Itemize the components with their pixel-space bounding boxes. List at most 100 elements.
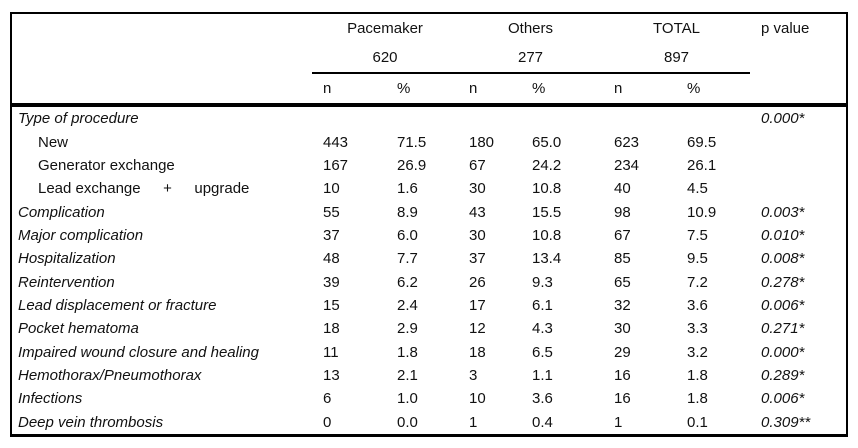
cell-pct-total: 4.5 (687, 180, 708, 198)
cell-pct-others: 9.3 (532, 273, 553, 291)
cell-n-total: 29 (614, 343, 631, 361)
table-row: Type of procedure 0.000* (12, 107, 846, 130)
p-value-header: p value (761, 19, 810, 37)
cell-n-others: 67 (469, 156, 486, 174)
cell-pct-total: 3.3 (687, 320, 708, 338)
cell-pct-total: 3.6 (687, 296, 708, 314)
cell-n-others: 30 (469, 226, 486, 244)
cell-p-value: 0.006* (761, 296, 805, 314)
cell-n-total: 32 (614, 296, 631, 314)
cell-pct-pacemaker: 2.1 (397, 366, 418, 384)
cell-n-pacemaker: 48 (323, 250, 340, 268)
table-row: Pocket hematoma 18 2.9 12 4.3 30 3.3 0.2… (12, 317, 846, 340)
cell-pct-total: 69.5 (687, 133, 717, 151)
cell-p-value: 0.010* (761, 226, 805, 244)
row-label: Reintervention (18, 273, 115, 291)
cell-n-pacemaker: 10 (323, 180, 340, 198)
cell-p-value: 0.271* (761, 320, 805, 338)
comparison-table: Pacemaker Others TOTAL p value 620 277 8… (10, 12, 848, 437)
cell-pct-total: 3.2 (687, 343, 708, 361)
cell-pct-total: 7.2 (687, 273, 708, 291)
cell-pct-pacemaker: 1.8 (397, 343, 418, 361)
cell-pct-pacemaker: 2.4 (397, 296, 418, 314)
table-row: Lead displacement or fracture 15 2.4 17 … (12, 294, 846, 317)
row-label: Hospitalization (18, 250, 116, 268)
table-header: Pacemaker Others TOTAL p value 620 277 8… (12, 14, 846, 107)
table-row: Reintervention 39 6.2 26 9.3 65 7.2 0.27… (12, 270, 846, 293)
cell-n-others: 26 (469, 273, 486, 291)
cell-n-pacemaker: 11 (323, 343, 339, 361)
cell-pct-others: 15.5 (532, 203, 562, 221)
cell-n-total: 85 (614, 250, 631, 268)
table-row: Lead exchange + upgrade 10 1.6 30 10.8 4… (12, 177, 846, 200)
row-label: Major complication (18, 226, 144, 244)
subheader-n-pacemaker: n (323, 80, 332, 97)
row-label: Complication (18, 203, 105, 221)
table-row: Impaired wound closure and healing 11 1.… (12, 340, 846, 363)
cell-pct-others: 24.2 (532, 156, 562, 174)
row-label: Type of procedure (18, 110, 139, 128)
cell-pct-total: 1.8 (687, 366, 708, 384)
group-header-underline (312, 72, 750, 74)
row-label: Lead displacement or fracture (18, 296, 217, 314)
cell-pct-pacemaker: 1.0 (397, 390, 418, 408)
row-label: Infections (18, 390, 83, 408)
row-label: Lead exchange + upgrade (38, 180, 250, 198)
group-header-total: TOTAL (653, 19, 700, 37)
cell-n-others: 12 (469, 320, 486, 338)
cell-n-pacemaker: 15 (323, 296, 340, 314)
cell-n-others: 43 (469, 203, 486, 221)
table-row: New 443 71.5 180 65.0 623 69.5 (12, 130, 846, 153)
cell-pct-total: 10.9 (687, 203, 717, 221)
cell-pct-others: 65.0 (532, 133, 562, 151)
cell-n-total: 65 (614, 273, 631, 291)
cell-p-value: 0.008* (761, 250, 805, 268)
cell-n-others: 17 (469, 296, 486, 314)
cell-n-total: 623 (614, 133, 640, 151)
table-row: Complication 55 8.9 43 15.5 98 10.9 0.00… (12, 200, 846, 223)
cell-pct-others: 4.3 (532, 320, 553, 338)
cell-pct-total: 9.5 (687, 250, 708, 268)
group-header-pacemaker: Pacemaker (347, 19, 423, 37)
row-label: Hemothorax/Pneumothorax (18, 366, 202, 384)
cell-pct-pacemaker: 0.0 (397, 413, 418, 431)
cell-p-value: 0.278* (761, 273, 805, 291)
cell-pct-total: 0.1 (687, 413, 708, 431)
cell-n-total: 98 (614, 203, 631, 221)
row-label: Deep vein thrombosis (18, 413, 164, 431)
cell-n-others: 3 (469, 366, 478, 384)
cell-n-others: 18 (469, 343, 486, 361)
cell-pct-others: 6.1 (532, 296, 553, 314)
cell-pct-others: 1.1 (532, 366, 553, 384)
cell-pct-others: 10.8 (532, 226, 562, 244)
cell-pct-pacemaker: 7.7 (397, 250, 418, 268)
cell-p-value: 0.309** (761, 413, 811, 431)
cell-n-others: 10 (469, 390, 486, 408)
cell-p-value: 0.003* (761, 203, 805, 221)
subheader-n-others: n (469, 80, 478, 97)
row-label: Generator exchange (38, 156, 175, 174)
row-label: Pocket hematoma (18, 320, 139, 338)
cell-p-value: 0.289* (761, 366, 805, 384)
cell-pct-pacemaker: 2.9 (397, 320, 418, 338)
cell-pct-others: 10.8 (532, 180, 562, 198)
cell-pct-pacemaker: 26.9 (397, 156, 427, 174)
table-row: Deep vein thrombosis 0 0.0 1 0.4 1 0.1 0… (12, 410, 846, 433)
cell-pct-pacemaker: 71.5 (397, 133, 427, 151)
cell-pct-others: 6.5 (532, 343, 553, 361)
cell-pct-total: 26.1 (687, 156, 717, 174)
cell-n-pacemaker: 18 (323, 320, 340, 338)
group-header-row: Pacemaker Others TOTAL p value (12, 14, 846, 42)
cell-n-pacemaker: 167 (323, 156, 349, 174)
group-count-total: 897 (663, 48, 690, 66)
cell-pct-pacemaker: 6.2 (397, 273, 418, 291)
cell-n-others: 30 (469, 180, 486, 198)
group-count-others: 277 (517, 48, 544, 66)
table-row: Hospitalization 48 7.7 37 13.4 85 9.5 0.… (12, 247, 846, 270)
table-row: Infections 6 1.0 10 3.6 16 1.8 0.006* (12, 387, 846, 410)
cell-p-value: 0.000* (761, 343, 805, 361)
subheader-pct-pacemaker: % (397, 80, 411, 97)
cell-pct-others: 3.6 (532, 390, 553, 408)
cell-n-pacemaker: 39 (323, 273, 340, 291)
